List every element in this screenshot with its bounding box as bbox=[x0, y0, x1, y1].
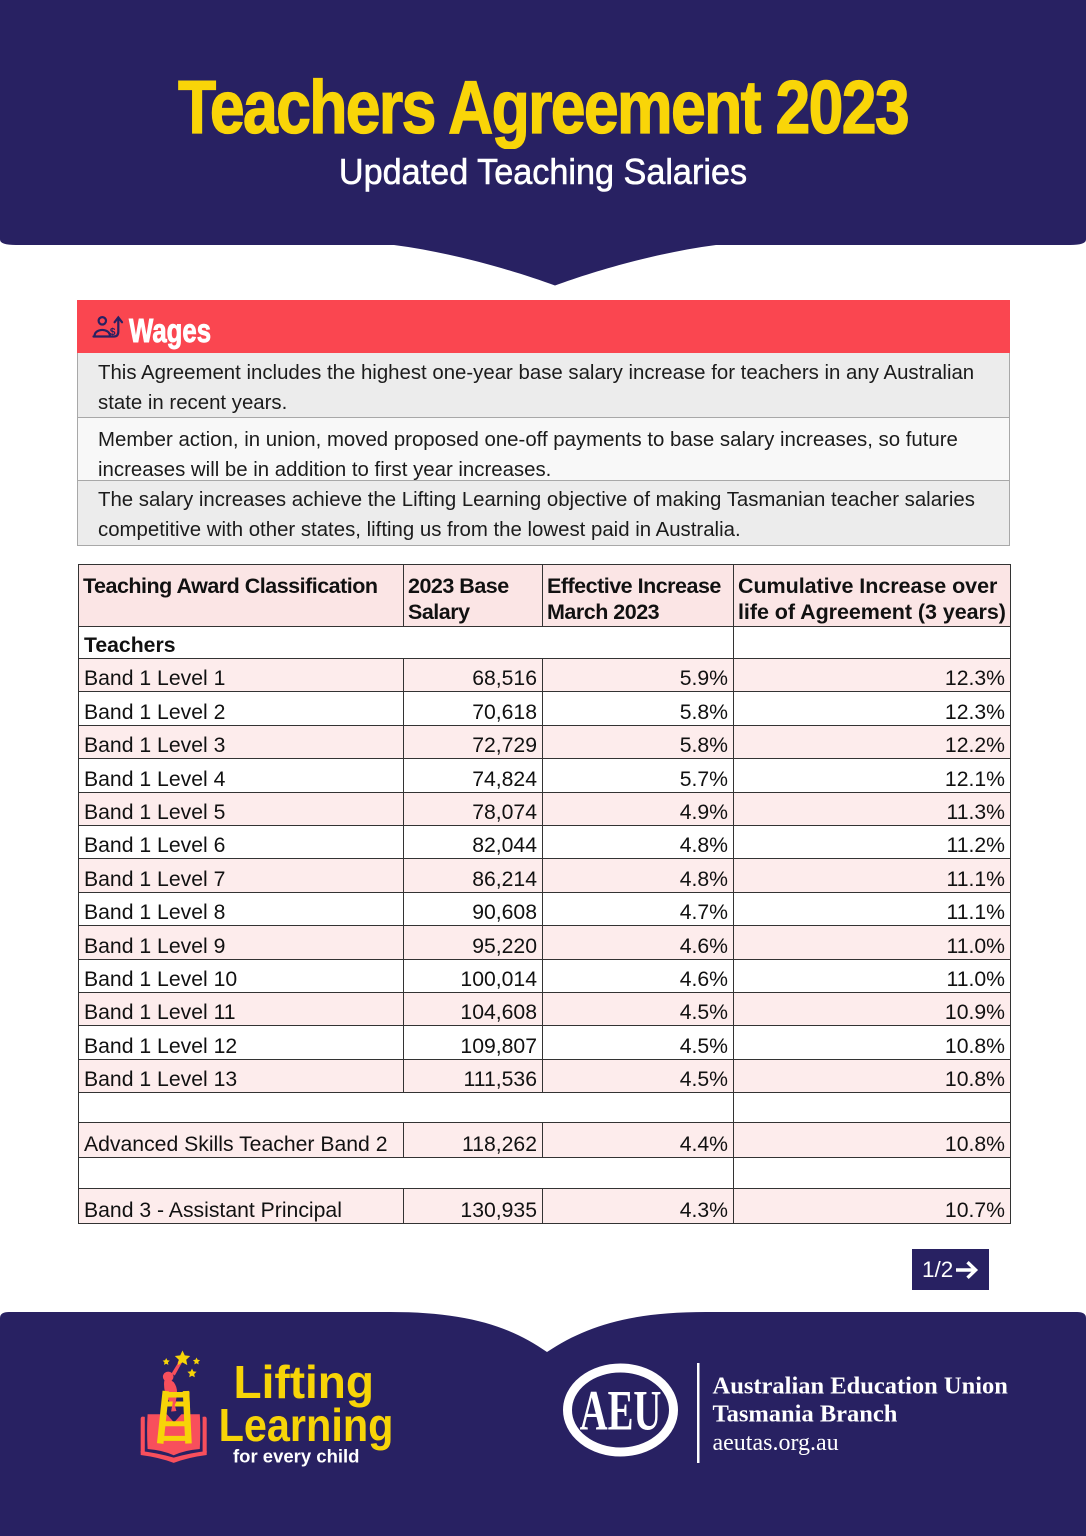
svg-text:$: $ bbox=[110, 327, 116, 338]
svg-text:for every child: for every child bbox=[233, 1446, 359, 1467]
svg-text:AEU: AEU bbox=[580, 1379, 662, 1442]
svg-text:Australian Education Union: Australian Education Union bbox=[713, 1373, 1009, 1400]
svg-text:Tasmania Branch: Tasmania Branch bbox=[713, 1401, 898, 1428]
svg-text:Learning: Learning bbox=[219, 1400, 394, 1452]
svg-text:Lifting: Lifting bbox=[234, 1356, 375, 1408]
svg-text:aeutas.org.au: aeutas.org.au bbox=[713, 1430, 839, 1456]
